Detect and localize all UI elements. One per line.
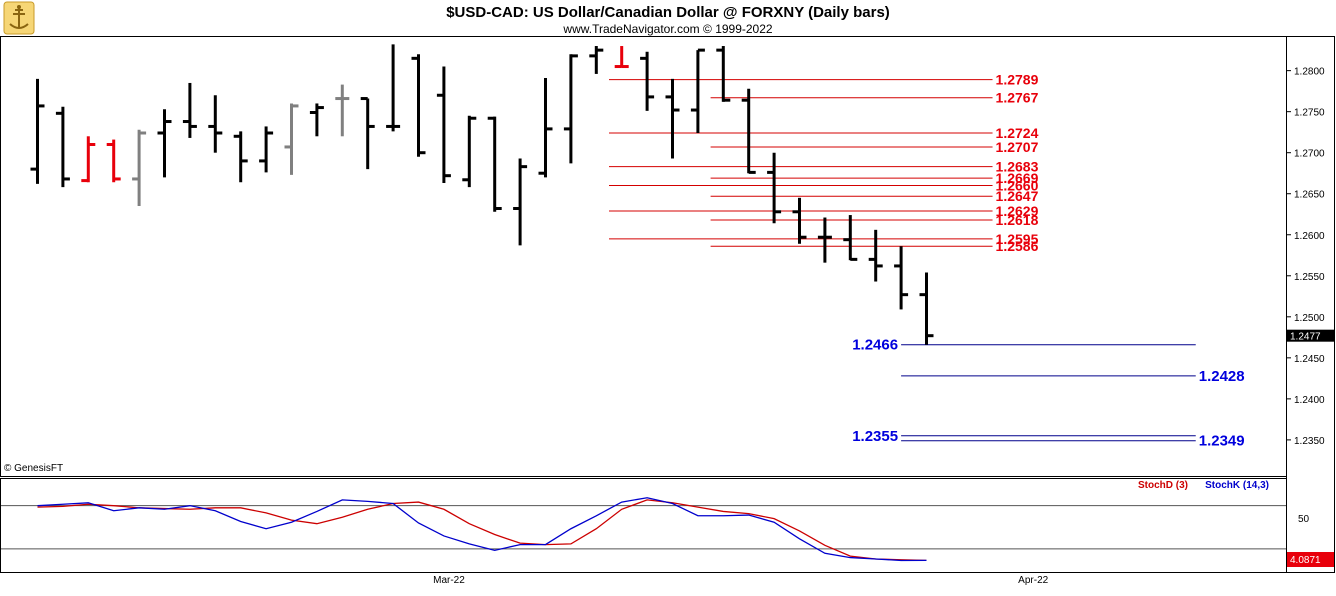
- support-label: 1.2428: [1199, 368, 1245, 385]
- stoch-tick-label: 50: [1298, 514, 1310, 525]
- ohlc-bar: [360, 97, 375, 170]
- ohlc-bar: [106, 139, 121, 183]
- stochastic-lines: [1, 497, 1286, 562]
- price-tick-label: 1.2450: [1294, 354, 1325, 365]
- ohlc-bar: [157, 109, 172, 178]
- support-label: 1.2466: [852, 337, 898, 354]
- ohlc-bar: [614, 46, 629, 69]
- ohlc-bar: [436, 66, 451, 184]
- chart-title: $USD-CAD: US Dollar/Canadian Dollar @ FO…: [446, 4, 890, 21]
- price-tick-label: 1.2400: [1294, 395, 1325, 406]
- ohlc-bar: [817, 217, 832, 263]
- ohlc-bar: [513, 158, 528, 246]
- ohlc-bar: [386, 44, 401, 132]
- ohlc-bar: [640, 51, 655, 111]
- resistance-label: 1.2660: [996, 178, 1039, 194]
- ohlc-bar: [284, 103, 299, 175]
- x-tick-label-mar: Mar-22: [433, 575, 465, 586]
- x-tick-label-apr: Apr-22: [1018, 575, 1048, 586]
- price-tick-label: 1.2700: [1294, 149, 1325, 160]
- resistance-label: 1.2683: [996, 159, 1039, 175]
- ohlc-bar: [690, 48, 705, 134]
- support-label: 1.2355: [852, 428, 898, 445]
- ohlc-bar: [538, 78, 553, 178]
- price-tick-label: 1.2650: [1294, 190, 1325, 201]
- legend-stochd: StochD (3): [1138, 480, 1188, 491]
- ohlc-bar: [208, 95, 223, 153]
- ohlc-bar: [665, 78, 680, 159]
- resistance-label: 1.2669: [996, 170, 1039, 186]
- price-tick-label: 1.2350: [1294, 436, 1325, 447]
- ohlc-bar: [919, 272, 934, 345]
- ohlc-bar: [335, 84, 350, 137]
- price-tick-label: 1.2600: [1294, 231, 1325, 242]
- ohlc-bars: [30, 44, 934, 345]
- resistance-label: 1.2767: [996, 90, 1039, 106]
- price-tick-label: 1.2800: [1294, 67, 1325, 78]
- ohlc-bar: [462, 115, 477, 188]
- price-axis: 1.2800 1.2750 1.2700 1.2650 1.2600 1.2550 1.25…: [1286, 67, 1325, 447]
- resistance-label: 1.2595: [996, 231, 1039, 247]
- resistance-label: 1.2724: [996, 125, 1039, 141]
- price-panel: [0, 36, 1287, 477]
- price-axis-panel: [1286, 36, 1335, 573]
- watermark: © GenesisFT: [4, 463, 63, 474]
- stoch-value-label: 4.0871: [1290, 555, 1321, 566]
- ship-wheel-logo-icon: [3, 1, 35, 35]
- ohlc-bar: [563, 54, 578, 164]
- ohlc-bar: [767, 152, 782, 224]
- ohlc-bar: [411, 54, 426, 157]
- ohlc-bar: [589, 46, 604, 74]
- ohlc-bar: [30, 78, 45, 184]
- stochd-line: [37, 499, 927, 562]
- ohlc-bar: [716, 46, 731, 102]
- ohlc-bar: [487, 116, 502, 212]
- ohlc-bar: [182, 82, 197, 138]
- resistance-label: 1.2586: [996, 238, 1039, 254]
- last-price-badge: 1.2477: [1287, 329, 1334, 343]
- resistance-label: 1.2618: [996, 212, 1039, 228]
- ohlc-bar: [741, 88, 756, 174]
- stochastic-panel: [0, 478, 1287, 573]
- stoch-value-badge: 4.0871: [1287, 552, 1334, 567]
- legend-stochk: StochK (14,3): [1205, 480, 1269, 491]
- ohlc-bar: [233, 131, 248, 183]
- ohlc-bar: [843, 215, 858, 261]
- ohlc-bar: [894, 246, 909, 310]
- resistance-label: 1.2789: [996, 72, 1039, 88]
- ohlc-bar: [259, 126, 274, 173]
- resistance-label: 1.2629: [996, 203, 1039, 219]
- resistance-label: 1.2647: [996, 188, 1039, 204]
- price-tick-label: 1.2750: [1294, 108, 1325, 119]
- ohlc-bar: [309, 103, 324, 137]
- last-price-label: 1.2477: [1290, 332, 1321, 343]
- ohlc-bar: [81, 136, 96, 183]
- ohlc-bar: [792, 197, 807, 244]
- resistance-label: 1.2707: [996, 139, 1039, 155]
- stochk-line: [37, 497, 927, 562]
- ohlc-bar: [868, 229, 883, 282]
- chart-subtitle: www.TradeNavigator.com © 1999-2022: [562, 22, 772, 36]
- ohlc-bar: [55, 106, 70, 188]
- support-label: 1.2349: [1199, 433, 1245, 450]
- price-tick-label: 1.2550: [1294, 272, 1325, 283]
- price-tick-label: 1.2500: [1294, 313, 1325, 324]
- ohlc-bar: [132, 129, 147, 207]
